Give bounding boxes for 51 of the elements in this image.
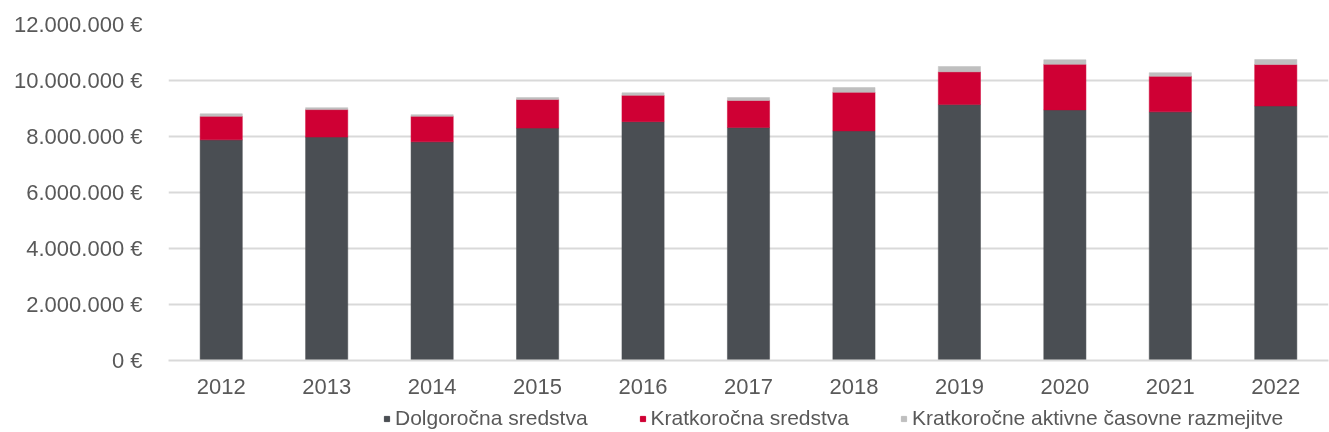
bar (516, 99, 559, 129)
bar (199, 139, 243, 361)
bar (516, 127, 559, 361)
x-tick-label: 2012 (196, 373, 246, 399)
x-tick-label: 2022 (1251, 373, 1301, 399)
bar (199, 113, 243, 117)
y-tick-label: 6.000.000 € (26, 180, 143, 205)
y-tick-label: 4.000.000 € (26, 236, 143, 261)
bar (305, 136, 349, 361)
x-tick-label: 2014 (407, 373, 457, 399)
bar (1148, 111, 1192, 361)
bar (410, 141, 454, 361)
bar (727, 97, 770, 101)
legend-label: Kratkoročne aktivne časovne razmejitve (912, 407, 1284, 430)
legend-label: Dolgoročna sredstva (395, 407, 588, 430)
bar (621, 92, 665, 96)
y-tick-label: 12.000.000 € (14, 12, 143, 37)
bar (1254, 105, 1298, 361)
bar (410, 116, 454, 143)
bar (621, 121, 665, 361)
y-tick-label: 2.000.000 € (26, 292, 143, 317)
x-tick-label: 2015 (513, 373, 563, 399)
x-tick-label: 2016 (618, 373, 668, 399)
bar (727, 100, 770, 128)
bar (1043, 59, 1087, 65)
bar (727, 127, 770, 361)
bar (938, 71, 981, 105)
bar (1254, 59, 1298, 65)
bar (1043, 109, 1087, 361)
bar (1043, 64, 1087, 111)
legend-label: Kratkoročna sredstva (650, 407, 850, 430)
y-tick-label: 10.000.000 € (14, 68, 143, 93)
x-tick-label: 2019 (934, 373, 984, 399)
y-tick-label: 8.000.000 € (26, 124, 143, 149)
bar (832, 87, 876, 93)
x-tick-label: 2018 (829, 373, 879, 399)
x-tick-label: 2013 (302, 373, 352, 399)
bar (305, 109, 349, 138)
x-tick-label: 2017 (724, 373, 773, 399)
bar (1254, 64, 1298, 107)
x-tick-label: 2021 (1145, 373, 1195, 399)
bar (832, 130, 876, 361)
bar (621, 95, 665, 122)
bar (938, 104, 981, 361)
x-tick-label: 2020 (1040, 373, 1090, 399)
bar (1148, 72, 1192, 77)
y-tick-label: 0 € (111, 348, 143, 373)
bar (938, 66, 981, 73)
bar (199, 116, 243, 141)
bar (1148, 76, 1192, 113)
bar (832, 92, 876, 132)
